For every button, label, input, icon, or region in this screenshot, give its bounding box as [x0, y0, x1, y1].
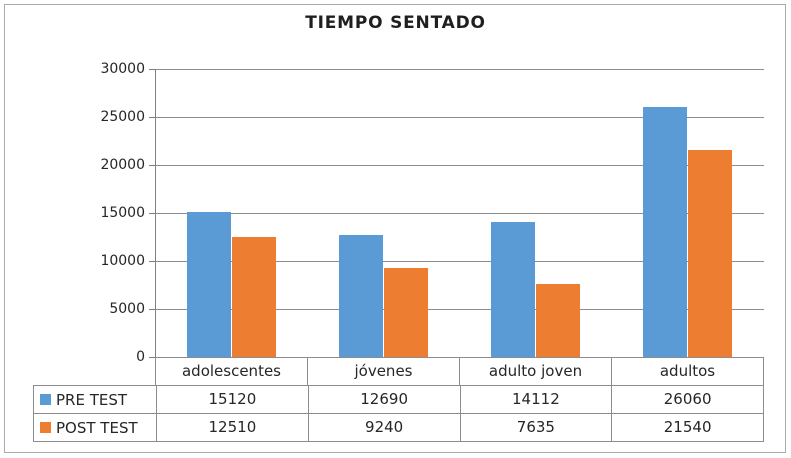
legend-swatch-pre-test-icon — [40, 394, 51, 405]
y-axis-tick — [149, 213, 155, 214]
y-axis-tick — [149, 261, 155, 262]
y-axis-label: 10000 — [100, 253, 145, 269]
value-cell-pre-test-adolescentes: 15120 — [156, 386, 308, 413]
bar-post-test-adolescentes — [232, 237, 276, 357]
bar-post-test-adultos — [688, 150, 732, 357]
series-header-pre-test: PRE TEST — [34, 386, 156, 413]
legend-swatch-post-test-icon — [40, 422, 51, 433]
gridline — [155, 117, 764, 118]
bar-post-test-adulto-joven — [536, 284, 580, 357]
bar-pre-test-jovenes — [339, 235, 383, 357]
bar-post-test-jovenes — [384, 268, 428, 357]
series-row-post-test: POST TEST 12510 9240 7635 21540 — [33, 413, 764, 442]
bar-pre-test-adulto-joven — [491, 222, 535, 357]
y-axis-tick — [149, 117, 155, 118]
gridline — [155, 261, 764, 262]
category-row: adolescentes jóvenes adulto joven adultos — [155, 357, 764, 386]
y-axis-label: 5000 — [109, 301, 145, 317]
y-axis-label: 25000 — [100, 109, 145, 125]
y-axis-tick — [149, 357, 155, 358]
chart-border-frame — [4, 4, 786, 453]
y-axis-label: 30000 — [100, 61, 145, 77]
y-axis-tick — [149, 69, 155, 70]
bar-pre-test-adolescentes — [187, 212, 231, 357]
y-axis-tick — [149, 309, 155, 310]
y-axis-label: 15000 — [100, 205, 145, 221]
y-axis-label: 0 — [136, 349, 145, 365]
value-cell-post-test-adolescentes: 12510 — [156, 414, 308, 441]
value-cell-post-test-adulto-joven: 7635 — [459, 414, 612, 441]
bar-pre-test-adultos — [643, 107, 687, 357]
gridline — [155, 213, 764, 214]
category-label-adultos: adultos — [611, 358, 763, 385]
value-cell-pre-test-adulto-joven: 14112 — [459, 386, 612, 413]
category-label-adolescentes: adolescentes — [181, 362, 281, 380]
series-name-label: POST TEST — [56, 418, 138, 437]
value-cell-pre-test-jovenes: 12690 — [307, 386, 460, 413]
y-axis-line — [155, 69, 156, 357]
category-label-jovenes: jóvenes — [307, 358, 459, 385]
series-header-post-test: POST TEST — [34, 414, 156, 441]
y-axis-tick — [149, 165, 155, 166]
value-cell-post-test-jovenes: 9240 — [307, 414, 460, 441]
series-name-label: PRE TEST — [56, 390, 128, 409]
gridline — [155, 69, 764, 70]
series-row-pre-test: PRE TEST 15120 12690 14112 26060 — [33, 385, 764, 414]
chart-title: TIEMPO SENTADO — [305, 13, 486, 33]
category-label-adulto-joven: adulto joven — [459, 358, 611, 385]
y-axis-label: 20000 — [100, 157, 145, 173]
value-cell-pre-test-adultos: 26060 — [611, 386, 763, 413]
value-cell-post-test-adultos: 21540 — [611, 414, 763, 441]
gridline — [155, 309, 764, 310]
gridline — [155, 165, 764, 166]
